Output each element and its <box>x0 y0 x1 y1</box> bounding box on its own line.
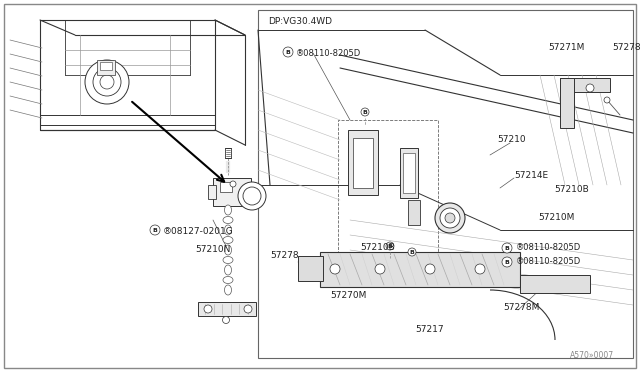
Ellipse shape <box>225 205 232 215</box>
Ellipse shape <box>223 276 233 283</box>
Circle shape <box>475 264 485 274</box>
Text: B: B <box>152 228 157 232</box>
Circle shape <box>223 317 230 324</box>
Text: 57217: 57217 <box>415 326 444 334</box>
Bar <box>348 130 378 195</box>
Text: B: B <box>363 109 367 115</box>
Ellipse shape <box>225 225 232 235</box>
Text: ®08127-0201G: ®08127-0201G <box>163 227 234 235</box>
Circle shape <box>85 60 129 104</box>
Text: A570»0007: A570»0007 <box>570 352 614 360</box>
Circle shape <box>440 208 460 228</box>
Bar <box>258 10 633 358</box>
Bar <box>100 62 112 70</box>
Text: ®08110-8205D: ®08110-8205D <box>296 48 361 58</box>
Ellipse shape <box>225 285 232 295</box>
Circle shape <box>502 243 512 253</box>
Bar <box>208 185 216 199</box>
Ellipse shape <box>225 265 232 275</box>
Text: 57210B: 57210B <box>360 244 395 253</box>
Text: 57214E: 57214E <box>514 170 548 180</box>
Circle shape <box>604 97 610 103</box>
Bar <box>403 153 415 193</box>
Circle shape <box>445 213 455 223</box>
Ellipse shape <box>223 237 233 244</box>
Bar <box>520 275 590 293</box>
Circle shape <box>330 264 340 274</box>
Ellipse shape <box>225 245 232 255</box>
Circle shape <box>230 181 236 187</box>
Text: 57270M: 57270M <box>330 291 366 299</box>
Circle shape <box>586 84 594 92</box>
Bar <box>408 200 420 225</box>
Text: DP:VG30.4WD: DP:VG30.4WD <box>268 17 332 26</box>
Circle shape <box>204 305 212 313</box>
Circle shape <box>408 248 416 256</box>
Circle shape <box>100 75 114 89</box>
Text: ®08110-8205D: ®08110-8205D <box>516 244 581 253</box>
Bar <box>198 302 256 316</box>
Circle shape <box>238 182 266 210</box>
Bar <box>353 138 373 188</box>
Circle shape <box>425 264 435 274</box>
Bar <box>213 178 251 206</box>
Bar <box>400 148 418 198</box>
Circle shape <box>244 305 252 313</box>
Text: B: B <box>504 260 509 264</box>
Bar <box>97 60 115 75</box>
Ellipse shape <box>223 257 233 263</box>
Text: 57278M: 57278M <box>503 304 540 312</box>
Bar <box>298 256 323 281</box>
Text: B: B <box>504 246 509 250</box>
Bar <box>320 252 520 287</box>
Text: 57210: 57210 <box>497 135 525 144</box>
Ellipse shape <box>223 217 233 224</box>
Text: ®08110-8205D: ®08110-8205D <box>516 257 581 266</box>
Text: 57271M: 57271M <box>548 44 584 52</box>
Text: 57278: 57278 <box>612 44 640 52</box>
Bar <box>220 182 232 192</box>
Text: B: B <box>410 250 415 254</box>
Text: 57210B: 57210B <box>554 186 589 195</box>
Circle shape <box>150 225 160 235</box>
Text: 57210M: 57210M <box>538 214 574 222</box>
Text: 57278: 57278 <box>270 250 299 260</box>
Circle shape <box>93 68 121 96</box>
Circle shape <box>502 257 512 267</box>
Circle shape <box>283 47 293 57</box>
Text: B: B <box>388 244 392 248</box>
Bar <box>338 120 438 275</box>
Circle shape <box>243 187 261 205</box>
Circle shape <box>375 264 385 274</box>
Circle shape <box>435 203 465 233</box>
Circle shape <box>361 108 369 116</box>
Text: B: B <box>285 49 291 55</box>
Text: 57210N: 57210N <box>195 246 230 254</box>
Bar <box>560 78 610 92</box>
Bar <box>560 78 574 128</box>
Circle shape <box>386 242 394 250</box>
